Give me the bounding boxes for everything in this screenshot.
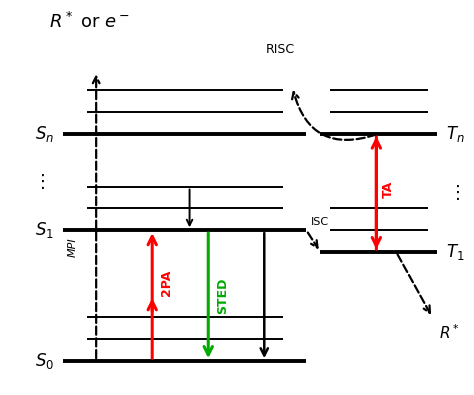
Text: $R^*$ or $e^-$: $R^*$ or $e^-$: [49, 11, 130, 32]
Text: ISC: ISC: [311, 217, 329, 227]
Text: $S_0$: $S_0$: [35, 351, 54, 371]
Text: $S_n$: $S_n$: [35, 124, 54, 144]
Text: RISC: RISC: [266, 43, 295, 56]
Text: $T_1$: $T_1$: [447, 242, 465, 262]
Text: MPI: MPI: [68, 237, 78, 257]
Text: ⋮: ⋮: [449, 184, 467, 202]
Text: TA: TA: [382, 181, 394, 198]
Text: $R^*$: $R^*$: [439, 324, 460, 342]
Text: STED: STED: [216, 277, 229, 314]
Text: ⋮: ⋮: [34, 173, 52, 191]
Text: $T_n$: $T_n$: [447, 124, 465, 144]
Text: 2PA: 2PA: [160, 270, 173, 296]
Text: $S_1$: $S_1$: [35, 220, 54, 240]
FancyArrowPatch shape: [292, 92, 376, 140]
